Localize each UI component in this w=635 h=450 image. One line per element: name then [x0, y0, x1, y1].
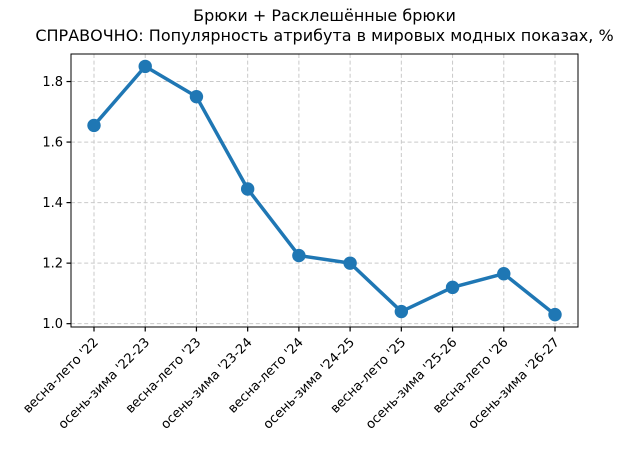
data-point — [394, 304, 409, 319]
data-point — [445, 280, 460, 295]
data-point — [548, 307, 562, 322]
x-tick-label: осень-зима '24-25 — [261, 335, 358, 432]
data-point — [292, 248, 306, 263]
chart-title: Брюки + Расклешённые брюки СПРАВОЧНО: По… — [14, 6, 635, 46]
y-tick-label: 1.0 — [42, 317, 63, 332]
data-line — [92, 64, 557, 317]
data-point — [343, 256, 357, 270]
data-point — [87, 118, 101, 133]
chart-title-line-1: Брюки + Расклешённые брюки — [193, 6, 456, 25]
y-tick-label: 1.2 — [42, 257, 63, 272]
plot-border — [70, 53, 579, 328]
data-point — [240, 182, 255, 196]
y-tick-label: 1.4 — [42, 196, 63, 211]
x-tick-label: осень-зима '23-24 — [158, 335, 255, 432]
data-point — [189, 89, 204, 104]
data-point — [138, 59, 152, 74]
x-tick-label: осень-зима '22-23 — [56, 335, 153, 432]
y-tick-label: 1.8 — [42, 75, 63, 90]
chart-title-line-2: СПРАВОЧНО: Популярность атрибута в миров… — [35, 26, 614, 45]
y-tick-label: 1.6 — [42, 136, 63, 151]
x-tick-label: осень-зима '25-26 — [363, 335, 460, 432]
data-point — [497, 267, 511, 281]
x-tick-label: осень-зима '26-27 — [466, 335, 563, 432]
